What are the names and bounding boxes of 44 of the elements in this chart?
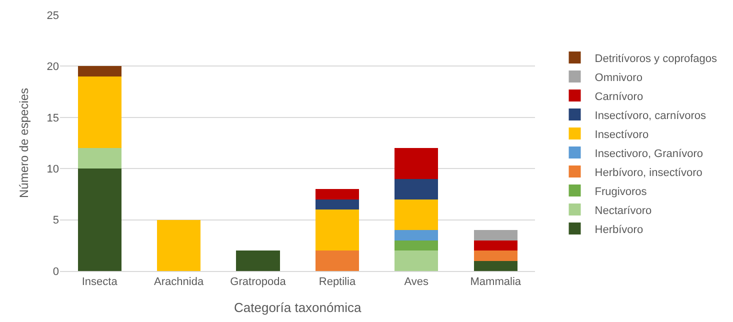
y-axis-title: Número de especies [17, 88, 32, 198]
bar [157, 220, 201, 271]
x-tick-label: Reptilia [318, 276, 356, 288]
bar [394, 148, 438, 179]
y-tick-label: 20 [46, 61, 59, 74]
x-tick-label: Aves [404, 276, 430, 288]
y-tick-label: 0 [52, 266, 59, 278]
x-tick-label: Insecta [82, 276, 118, 288]
bar [78, 168, 122, 271]
bar [394, 178, 438, 200]
bar [315, 199, 359, 210]
legend-label: Detritívoros y coprofagos [594, 52, 718, 65]
bar [394, 240, 438, 251]
bar [78, 66, 122, 76]
legend-label: Insectivoro, Granívoro [594, 148, 703, 160]
legend-label: Carnívoro [594, 90, 644, 103]
y-tick-label: 25 [46, 10, 59, 22]
bar [474, 240, 518, 251]
bar [78, 148, 122, 169]
x-tick-label: Gratropoda [230, 276, 287, 288]
bar [315, 210, 359, 251]
legend-label: Insectívoro [594, 128, 649, 141]
bar [78, 76, 122, 148]
bar [474, 260, 518, 271]
x-tick-label: Arachnida [154, 276, 204, 288]
y-tick-label: 15 [46, 112, 59, 124]
bar [315, 250, 359, 271]
bar [394, 199, 438, 230]
legend-label: Insectívoro, carnívoros [594, 110, 707, 122]
bar [474, 250, 518, 261]
legend-label: Frugivoros [594, 186, 648, 198]
legend-label: Herbívoro, insectívoro [594, 166, 702, 179]
x-axis-title: Categoría taxonómica [234, 300, 362, 315]
legend-label: Nectarívoro [594, 204, 652, 217]
legend-label: Omnivoro [594, 72, 642, 84]
bar [236, 250, 280, 271]
bar [394, 230, 438, 240]
y-tick-label: 5 [52, 214, 59, 227]
y-tick-label: 10 [46, 163, 59, 176]
bar [394, 250, 438, 271]
bar [315, 189, 359, 200]
legend-label: Herbívoro [594, 224, 644, 236]
bar [474, 230, 518, 240]
x-tick-label: Mammalia [470, 276, 522, 288]
